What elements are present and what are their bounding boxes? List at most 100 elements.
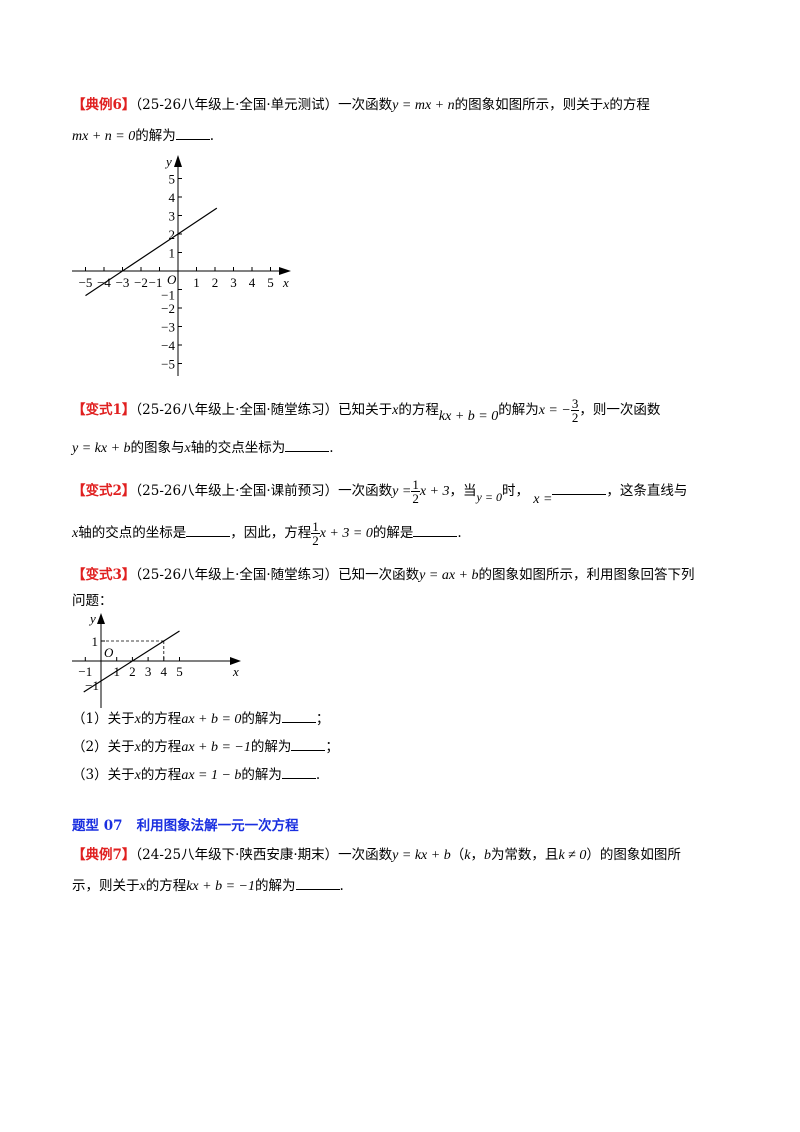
numerator: 1 (411, 477, 420, 492)
source: （25-26八年级上·全国·随堂练习） (135, 567, 339, 583)
function-line (85, 207, 218, 297)
equation: kx + b = 0 (438, 409, 499, 424)
equation: ax + b = −1 (181, 740, 251, 755)
section-heading: 题型 07 利用图象法解一元一次方程 (72, 816, 299, 836)
answer-blank[interactable] (552, 480, 607, 495)
variant-tag: 【变式2】 (72, 483, 136, 499)
x-tick-label: −3 (116, 275, 130, 290)
text: 关于 (107, 767, 135, 783)
formula: y = (392, 484, 412, 499)
x-tick-label: 4 (161, 664, 168, 679)
q-num: （3） (72, 767, 108, 783)
q-num: （1） (72, 711, 108, 727)
answer-blank[interactable] (281, 708, 316, 723)
text: 为常数，且 (490, 847, 559, 863)
text: 的解为 (135, 128, 176, 144)
variant-2-line2: x轴的交点的坐标是 ，因此，方程 1 2 x + 3 = 0的解是. (72, 520, 462, 547)
text: ，因此，方程 (230, 525, 312, 541)
x-tick-label: −2 (134, 275, 148, 290)
var: x (392, 403, 399, 418)
text: ， (470, 847, 484, 863)
text: 的解为 (498, 402, 539, 418)
y-tick-label: 5 (169, 172, 176, 187)
equation: x + 3 = 0 (319, 526, 373, 541)
question-2: （2）关于x的方程ax + b = −1的解为 ； (72, 736, 339, 758)
x-tick-label: 5 (176, 664, 183, 679)
text: 的方程 (145, 878, 187, 894)
var: k (464, 848, 471, 863)
numerator: 1 (311, 519, 320, 534)
text: 的方程 (609, 97, 650, 113)
y-tick-label: −4 (161, 338, 175, 353)
y-tick-label: 4 (169, 190, 176, 205)
y-axis-arrow (174, 155, 182, 167)
y-tick-label: 1 (169, 246, 176, 261)
x-tick-label: 2 (129, 664, 136, 679)
example-6-line2: mx + n = 0的解为. (72, 125, 214, 147)
denominator: 2 (571, 410, 579, 425)
x-tick-label: −1 (78, 664, 92, 679)
text: ）的图象如图所 (586, 847, 681, 863)
q-num: （2） (72, 739, 108, 755)
example-tag: 【典例6】 (72, 97, 136, 113)
variant-1-line1: 【变式1】（25-26八年级上·全国·随堂练习）已知关于x的方程kx + b =… (72, 397, 660, 424)
question-1: （1）关于x的方程ax + b = 0的解为 ； (72, 708, 329, 730)
text: ； (325, 739, 339, 755)
x-tick-label: −5 (79, 275, 93, 290)
x-tick-label: −1 (149, 275, 163, 290)
text: 的图象如图所示，则关于 (454, 97, 604, 113)
source: （24-25八年级下·陕西安康·期末） (135, 847, 339, 863)
text: 关于 (107, 739, 135, 755)
y-axis-label: y (88, 611, 96, 626)
text: 的方程 (140, 767, 182, 783)
text: 一次函数 (338, 847, 393, 863)
answer-blank[interactable] (281, 764, 316, 779)
answer-blank[interactable] (295, 875, 340, 890)
source: （25-26八年级上·全国·随堂练习） (135, 402, 339, 418)
y-tick-label: 2 (169, 227, 176, 242)
denominator: 2 (412, 491, 419, 506)
section-label: 题型 07 (72, 818, 123, 834)
text: 一次函数 (338, 97, 393, 113)
text: . (457, 525, 462, 541)
text: 的方程 (140, 739, 182, 755)
text: 一次函数 (338, 483, 393, 499)
text: 已知关于 (338, 402, 393, 418)
text: ，则一次函数 (579, 402, 661, 418)
answer-blank[interactable] (291, 736, 326, 751)
answer-blank[interactable] (413, 522, 458, 537)
source: （25-26八年级上·全国·课前预习） (135, 483, 339, 499)
var: x (134, 768, 141, 783)
text: 的图象与 (130, 440, 185, 456)
numerator: 3 (570, 396, 580, 411)
example-tag: 【典例7】 (72, 847, 136, 863)
answer-blank[interactable] (186, 522, 231, 537)
section-title: 利用图象法解一元一次方程 (136, 818, 299, 834)
text: 的解为 (241, 711, 282, 727)
var: x (603, 98, 610, 113)
y-tick-label: −2 (161, 301, 175, 316)
variant-3-line2: 问题： (72, 591, 113, 611)
x-axis-label: x (282, 275, 289, 290)
y-axis-arrow (97, 613, 105, 624)
x-tick-label: 4 (249, 275, 256, 290)
y-tick-label: −3 (161, 320, 175, 335)
text: 的图象如图所示，利用图象回答下列 (478, 567, 695, 583)
text: ； (315, 711, 330, 727)
answer-blank[interactable] (175, 125, 210, 140)
text: 的解为 (241, 767, 282, 783)
x-tick-label: 2 (212, 275, 219, 290)
text: ，这条直线与 (606, 483, 688, 499)
question-3: （3）关于x的方程ax = 1 − b的解为. (72, 764, 320, 786)
answer-blank[interactable] (285, 437, 330, 452)
x-axis-arrow (230, 657, 241, 665)
formula: x + 3 (419, 484, 450, 499)
var: b (483, 848, 491, 863)
text: （ (450, 847, 465, 863)
equation: ax = 1 − b (181, 768, 242, 783)
text: 轴的交点的坐标是 (78, 525, 187, 541)
equation: kx + b = −1 (186, 879, 255, 894)
